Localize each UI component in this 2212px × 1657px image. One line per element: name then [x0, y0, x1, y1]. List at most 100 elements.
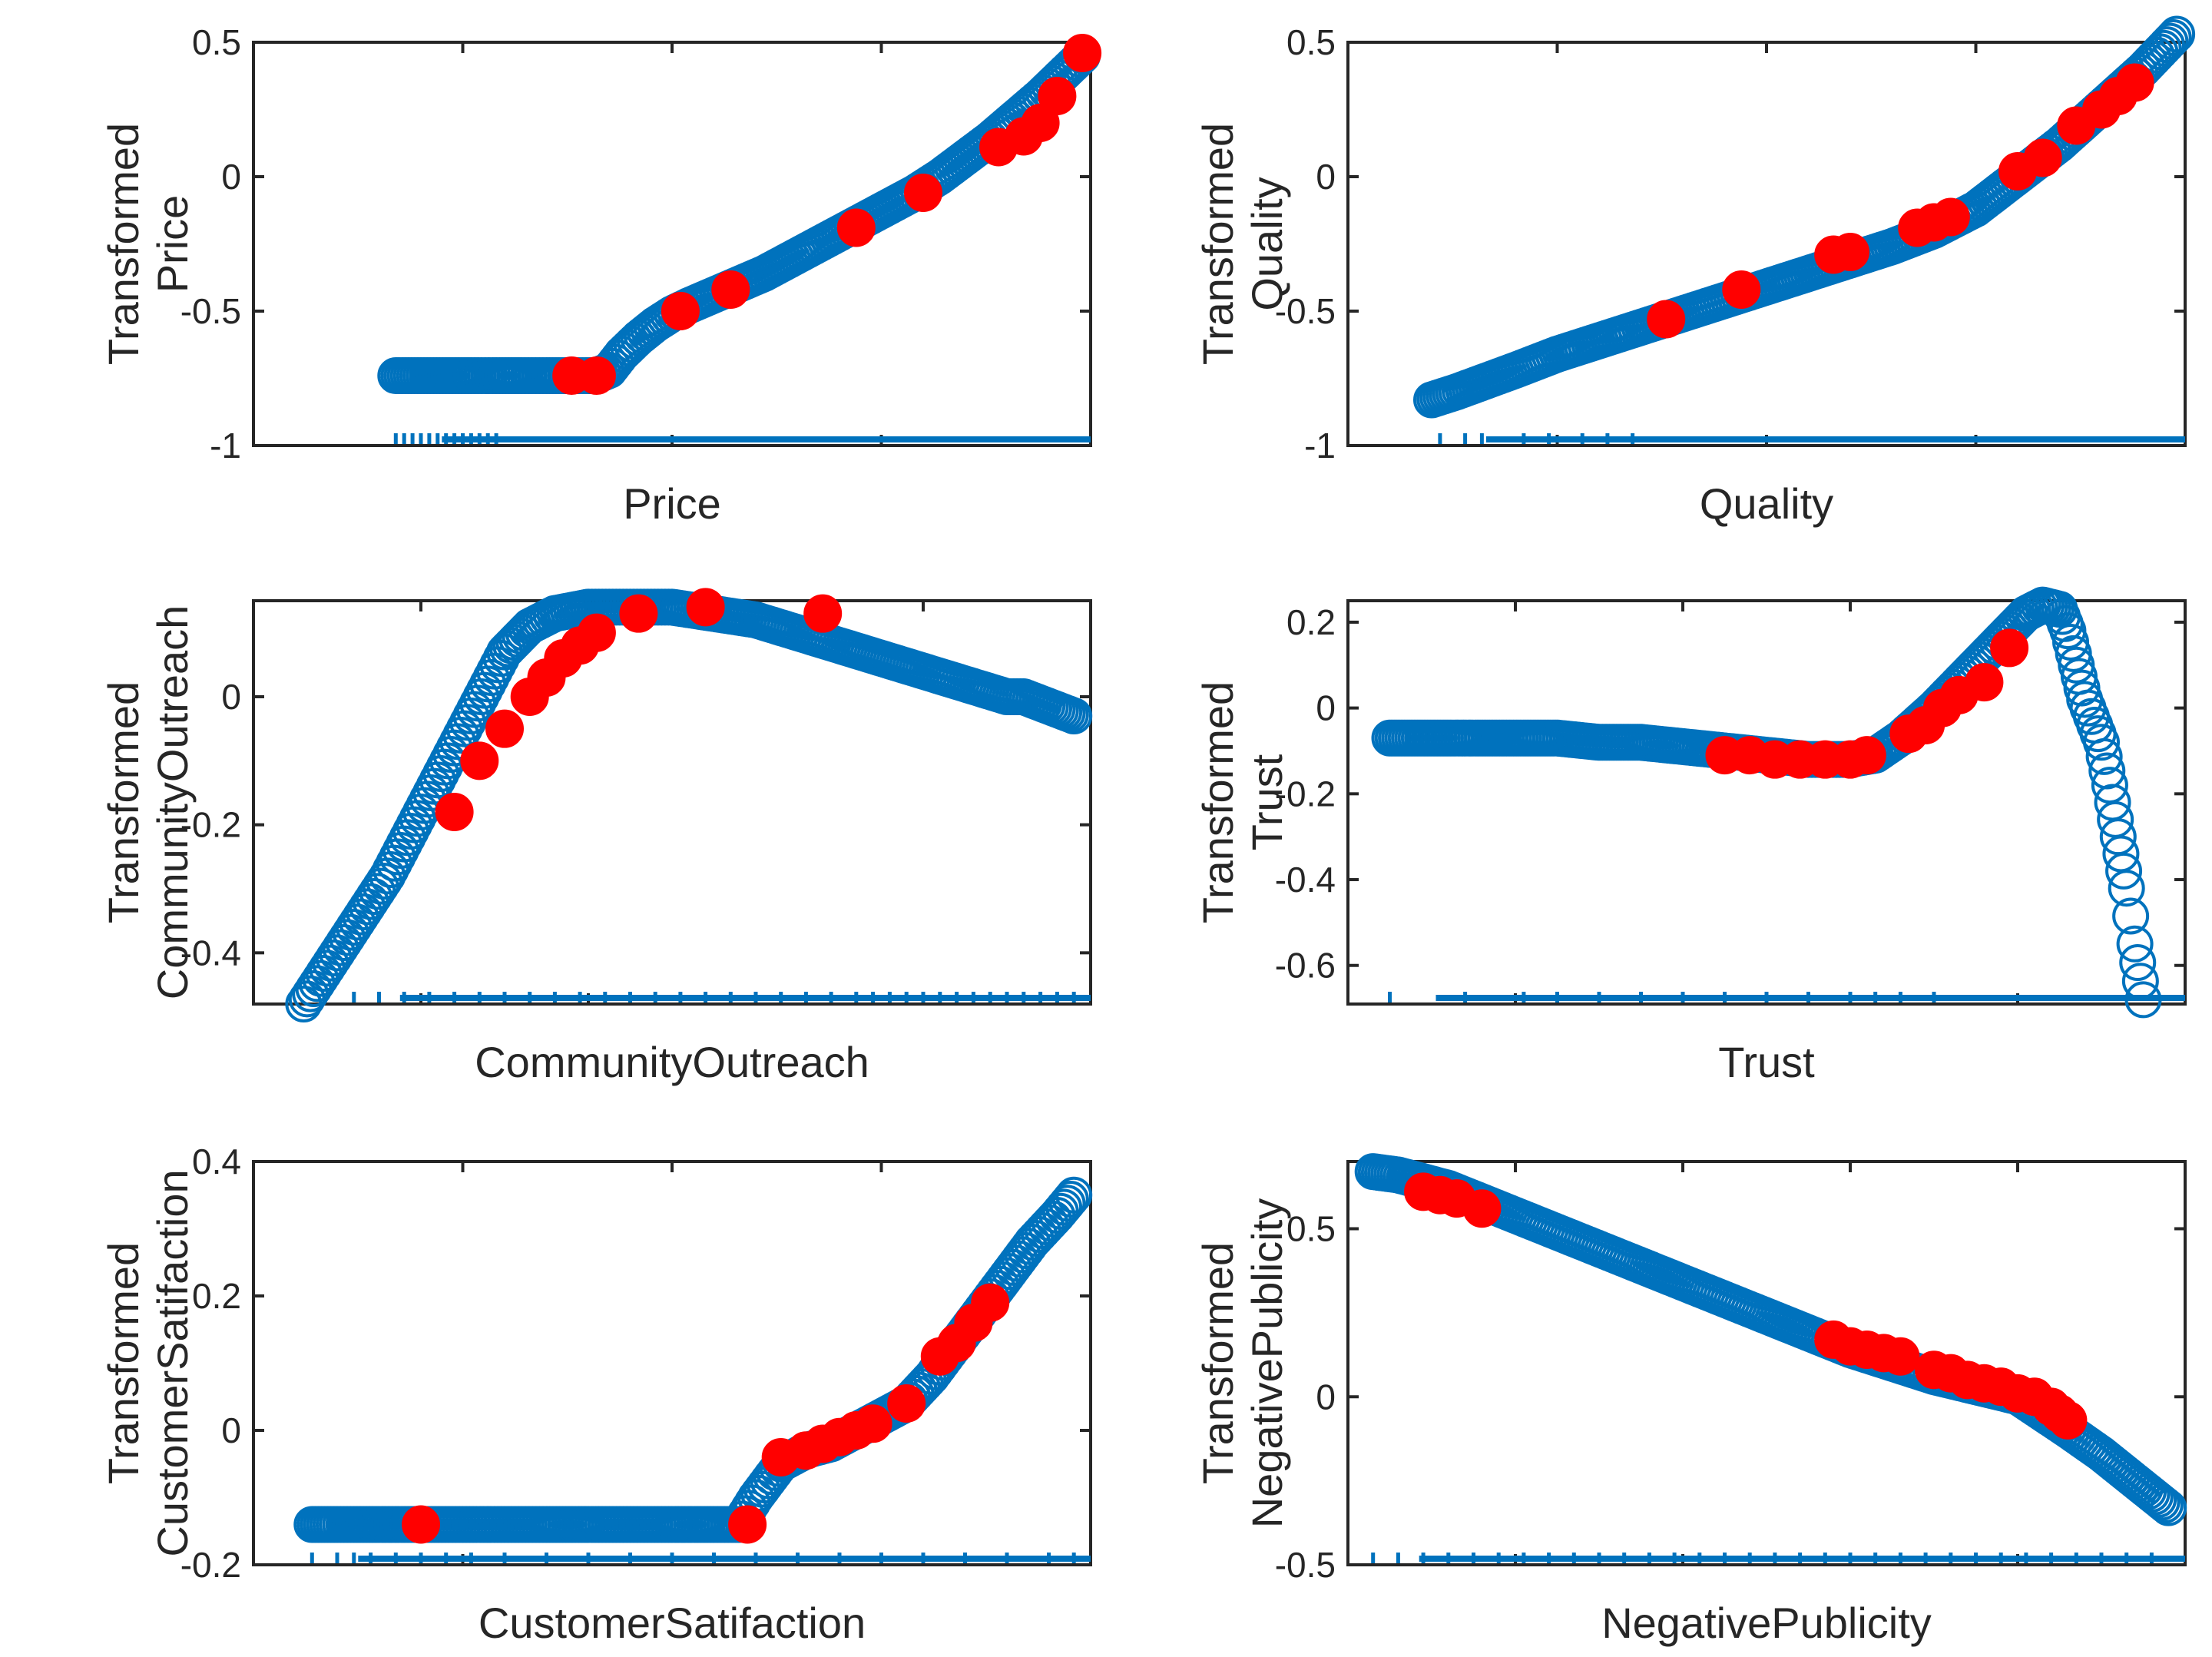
data-point [2140, 1481, 2177, 1519]
highlight-point [1847, 736, 1886, 775]
y-tick-label: -0.5 [1275, 1545, 1336, 1585]
y-axis-label: TransformedQuality [1194, 123, 1291, 365]
highlight-point [402, 1505, 440, 1544]
highlight-point [686, 588, 725, 627]
axes-frame [252, 599, 1092, 1006]
highlight-point [460, 741, 499, 780]
rug-band [442, 436, 1091, 442]
highlight-point [1063, 34, 1102, 72]
highlight-point [2115, 63, 2154, 102]
highlight-point [1647, 300, 1686, 339]
markers [1371, 586, 2185, 1019]
panel-3: -0.4-0.20CommunityOutreachTransformedCom… [99, 588, 1093, 1086]
x-axis-label: CustomerSatifaction [478, 1599, 866, 1647]
data-point [2144, 29, 2182, 67]
highlight-point [836, 208, 876, 247]
highlight-point [1931, 197, 1970, 237]
highlight-point [887, 1384, 926, 1423]
x-axis-label: Trust [1718, 1038, 1815, 1086]
y-axis-label-line: CommunityOutreach [148, 605, 197, 1000]
highlight-point [619, 594, 658, 633]
data-point [2060, 658, 2098, 695]
data-point [2108, 870, 2145, 907]
data-point [1048, 1185, 1086, 1222]
y-axis-label-line: Trust [1243, 754, 1291, 850]
highlight-point [577, 613, 616, 652]
data-point [2136, 1478, 2174, 1516]
y-axis-label: TransformedTrust [1194, 681, 1291, 923]
y-tick-label: 0.5 [1286, 22, 1336, 62]
y-tick-label: -1 [1304, 426, 1336, 466]
y-tick-label: 0 [221, 157, 241, 197]
data-point [2146, 1486, 2184, 1524]
axes-frame [1346, 1160, 2187, 1566]
y-tick-label: 0.2 [1286, 602, 1336, 642]
y-axis-label-line: Transformed [1194, 681, 1242, 923]
data-point [2158, 15, 2196, 53]
data-point [2085, 737, 2123, 775]
markers [293, 1176, 1093, 1563]
highlight-point [1038, 77, 1077, 115]
data-point [2148, 26, 2186, 64]
y-tick-label: 0.5 [192, 22, 241, 62]
highlight-point [803, 594, 843, 633]
highlight-point [435, 793, 474, 831]
y-tick-label: 0.4 [192, 1142, 241, 1181]
data-point [2116, 925, 2154, 963]
highlight-point [485, 709, 524, 748]
data-point [1045, 1188, 1083, 1226]
y-axis-label-line: NegativePublicity [1243, 1198, 1291, 1529]
rug-band [358, 1556, 1091, 1562]
y-tick-label: -0.5 [1275, 291, 1336, 331]
rug-band [1419, 1556, 2185, 1562]
y-tick-label: -0.5 [180, 291, 241, 331]
rug-band [399, 995, 1091, 1001]
y-tick-label: 0 [221, 677, 241, 717]
y-axis-label-line: Transformed [99, 123, 147, 365]
x-axis-label: Quality [1700, 479, 1833, 528]
panel-2: -1 -0.5 0 0.5 Quality TransformedQuality [1194, 15, 2196, 528]
data-point [2143, 1483, 2181, 1521]
y-tick-label: 0 [1316, 157, 1336, 197]
highlight-point [904, 174, 942, 212]
y-tick-label: -1 [210, 426, 241, 466]
y-tick-label: 0 [1316, 1377, 1336, 1417]
y-tick-label: 0.2 [192, 1276, 241, 1316]
y-tick-label: -0.4 [1275, 860, 1336, 900]
markers [1354, 1153, 2187, 1563]
data-point [2121, 963, 2159, 1000]
axes-frame [1346, 599, 2187, 1006]
y-tick-label: -0.2 [1275, 774, 1336, 814]
panel-6: -0.500.5NegativePublicityTransformedNega… [1194, 1153, 2187, 1647]
data-point [2083, 724, 2120, 761]
y-tick-label: -0.2 [180, 1545, 241, 1585]
data-point [2124, 981, 2162, 1019]
y-tick-label: -0.2 [180, 805, 241, 845]
y-tick-label: 0.5 [1286, 1209, 1336, 1249]
data-point [1051, 1181, 1089, 1218]
data-point [2112, 897, 2150, 935]
y-axis-label: TransformedCustomerSatifaction [99, 1169, 197, 1556]
y-axis-label: TransformedNegativePublicity [1194, 1198, 1291, 1529]
data-point [1055, 1176, 1093, 1214]
y-axis-label-line: CustomerSatifaction [148, 1169, 197, 1556]
data-point [2058, 646, 2095, 684]
data-point [2055, 635, 2092, 672]
data-point [1055, 698, 1093, 734]
y-tick-label: 0 [221, 1410, 241, 1450]
y-axis-label: TransformedPrice [99, 123, 197, 365]
x-axis-label: NegativePublicity [1601, 1599, 1932, 1647]
highlight-point [1965, 663, 2004, 702]
markers [285, 588, 1093, 1022]
highlight-point [1881, 1337, 1920, 1376]
data-point [2154, 19, 2192, 57]
highlight-point [2048, 1400, 2088, 1440]
highlight-point [1462, 1189, 1502, 1228]
data-point [2150, 1489, 2187, 1526]
y-tick-label: -0.6 [1275, 946, 1336, 986]
y-axis-label-line: Transformed [1194, 123, 1242, 365]
highlight-point [661, 292, 700, 330]
y-axis-label: TransformedCommunityOutreach [99, 605, 197, 1000]
